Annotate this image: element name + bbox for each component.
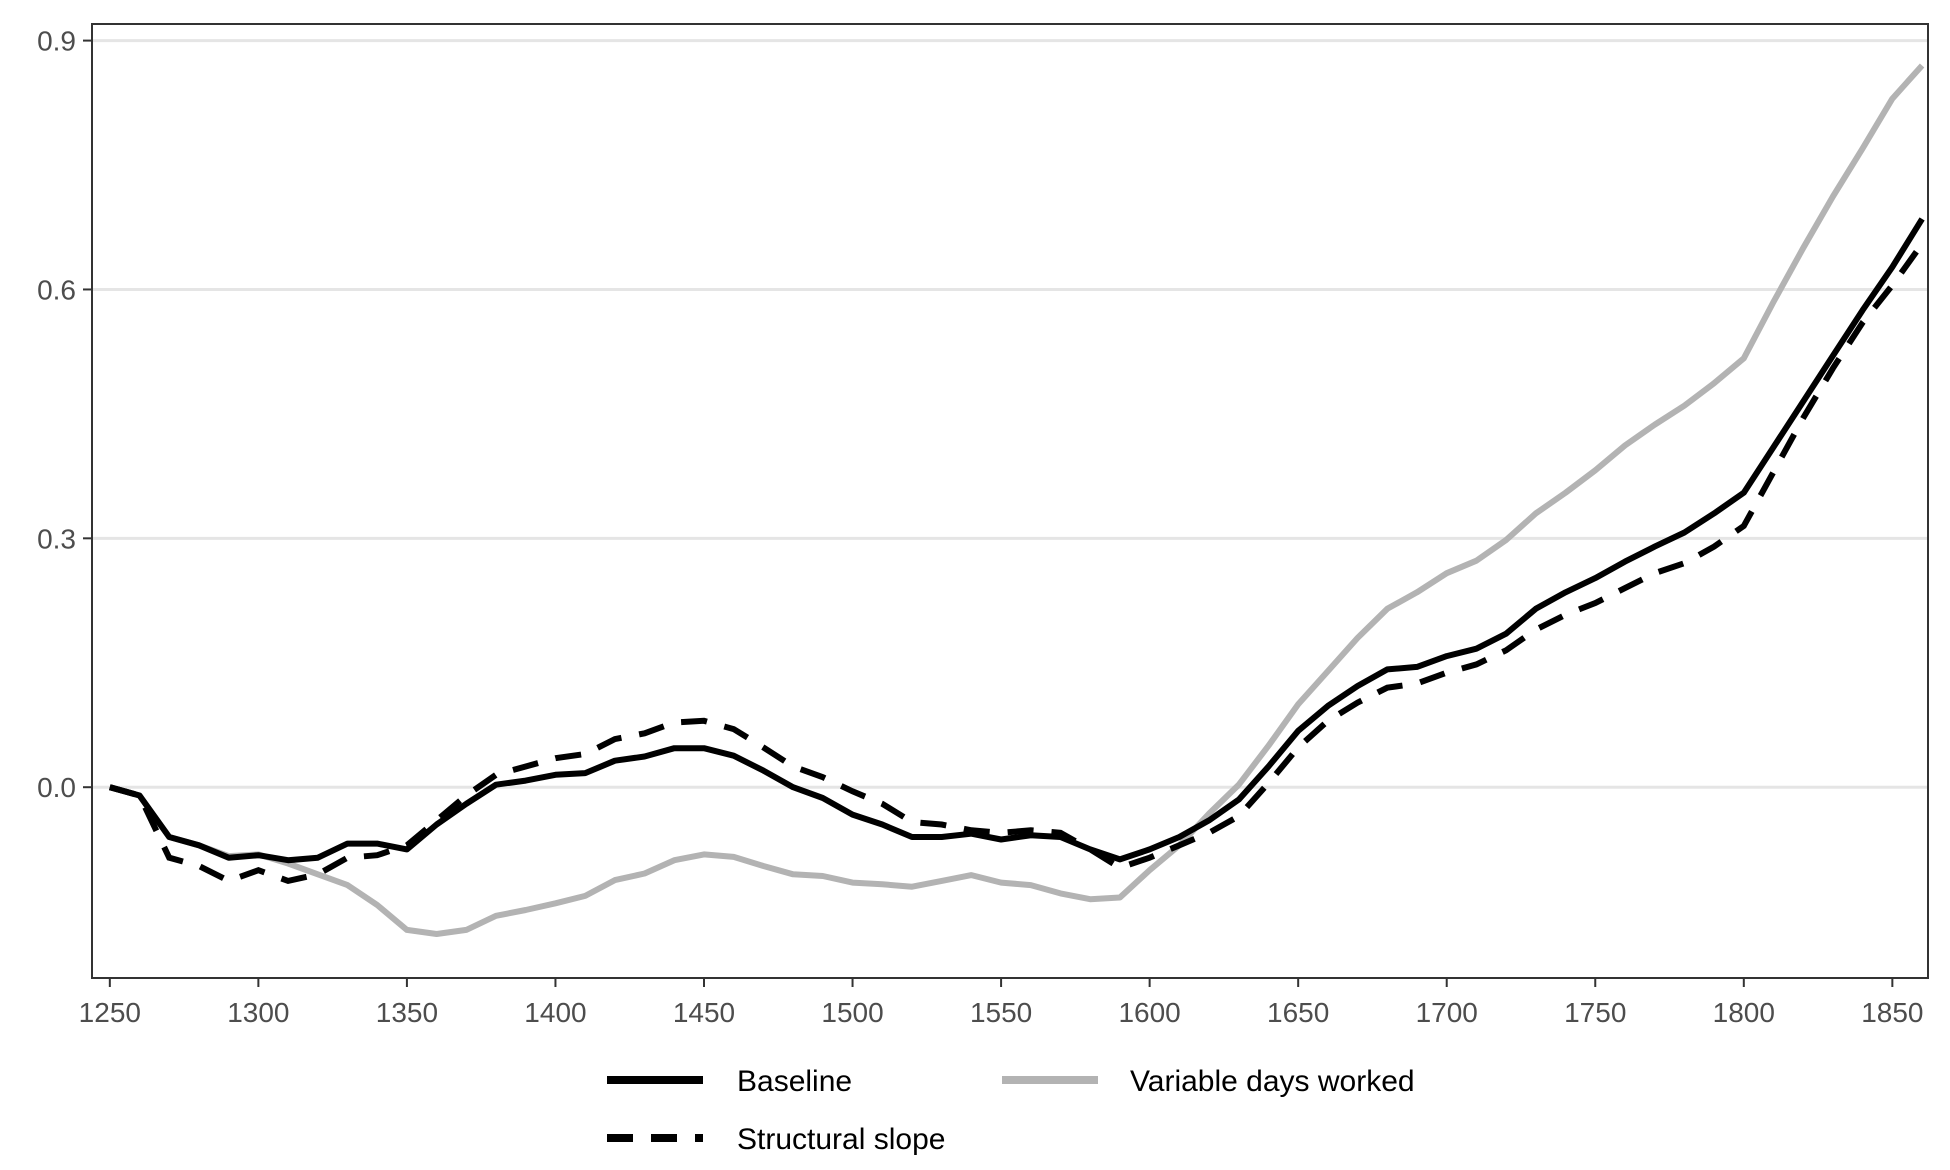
y-tick-label: 0.9 <box>37 26 76 57</box>
x-tick-label: 1400 <box>524 997 586 1028</box>
y-tick-label: 0.6 <box>37 274 76 305</box>
y-tick-label: 0.3 <box>37 523 76 554</box>
series-lines <box>108 63 1925 937</box>
legend-label-structural-slope: Structural slope <box>737 1123 945 1156</box>
y-axis: 0.0 0.3 0.6 0.9 <box>37 26 92 803</box>
x-tick-label: 1600 <box>1118 997 1180 1028</box>
x-axis: 1250 1300 1350 1400 1450 1500 1550 1600 1650 1700… <box>79 978 1923 1028</box>
series-line-variable-days-worked <box>108 63 1925 937</box>
x-tick-label: 1450 <box>673 997 735 1028</box>
grid-lines <box>92 39 1928 789</box>
x-tick-label: 1550 <box>970 997 1032 1028</box>
x-tick-label: 1250 <box>79 997 141 1028</box>
legend-label-variable-days-worked: Variable days worked <box>1130 1065 1415 1098</box>
x-tick-label: 1750 <box>1564 997 1626 1028</box>
legend-label-baseline: Baseline <box>737 1065 852 1098</box>
x-tick-label: 1700 <box>1416 997 1478 1028</box>
x-tick-label: 1350 <box>376 997 438 1028</box>
x-tick-label: 1300 <box>227 997 289 1028</box>
x-tick-label: 1650 <box>1267 997 1329 1028</box>
x-tick-label: 1850 <box>1861 997 1923 1028</box>
series-line-baseline <box>108 217 1925 864</box>
x-tick-label: 1500 <box>821 997 883 1028</box>
y-tick-label: 0.0 <box>37 772 76 803</box>
legend: Baseline Variable days worked Structural… <box>607 1065 1415 1156</box>
x-tick-label: 1800 <box>1713 997 1775 1028</box>
series-line-structural-slope <box>108 242 1925 885</box>
plot-panel-border <box>91 23 1929 979</box>
